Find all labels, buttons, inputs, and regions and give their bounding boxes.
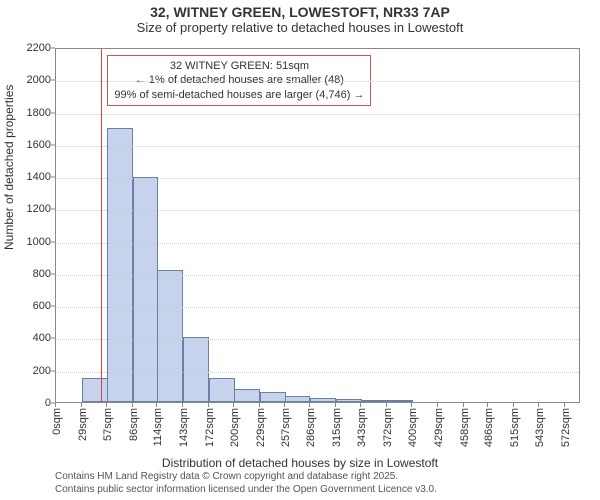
x-tick: 143sqm xyxy=(178,408,190,447)
y-tick: 2000 xyxy=(15,74,51,86)
histogram-bar xyxy=(183,337,209,402)
x-tick: 114sqm xyxy=(152,408,164,446)
y-tick: 400 xyxy=(15,332,51,344)
histogram-bar xyxy=(107,128,133,402)
x-tick: 458sqm xyxy=(459,408,471,447)
x-tick: 172sqm xyxy=(204,408,216,447)
y-tick: 1000 xyxy=(15,236,51,248)
footer: Contains HM Land Registry data © Crown c… xyxy=(55,471,437,496)
title-line2: Size of property relative to detached ho… xyxy=(0,20,600,35)
annotation-line: 32 WITNEY GREEN: 51sqm xyxy=(114,59,364,73)
x-tick: 0sqm xyxy=(51,408,63,435)
x-tick: 29sqm xyxy=(77,408,89,441)
y-axis-label: Number of detached properties xyxy=(2,85,16,250)
x-tick: 400sqm xyxy=(407,408,419,447)
histogram-bar xyxy=(82,378,108,402)
annotation-line: 99% of semi-detached houses are larger (… xyxy=(114,88,364,102)
x-tick: 486sqm xyxy=(483,408,495,447)
x-tick: 286sqm xyxy=(305,408,317,447)
x-tick: 86sqm xyxy=(128,408,140,441)
histogram-bar xyxy=(387,400,413,402)
histogram-bar xyxy=(361,400,387,402)
x-tick: 515sqm xyxy=(509,408,521,447)
histogram-bar xyxy=(157,270,183,402)
footer-line1: Contains HM Land Registry data © Crown c… xyxy=(55,471,437,484)
y-tick: 2200 xyxy=(15,42,51,54)
y-tick: 1200 xyxy=(15,203,51,215)
footer-line2: Contains public sector information licen… xyxy=(55,484,437,497)
histogram-bar xyxy=(336,399,362,402)
histogram-bar xyxy=(234,389,260,402)
histogram-bar xyxy=(285,396,311,402)
x-tick: 315sqm xyxy=(331,408,343,447)
histogram-bar xyxy=(260,392,286,402)
x-tick: 343sqm xyxy=(356,408,368,447)
plot-box: 32 WITNEY GREEN: 51sqm← 1% of detached h… xyxy=(55,48,580,403)
y-tick: 200 xyxy=(15,365,51,377)
x-tick: 257sqm xyxy=(280,408,292,447)
x-tick: 200sqm xyxy=(229,408,241,447)
y-tick: 1400 xyxy=(15,171,51,183)
chart-title: 32, WITNEY GREEN, LOWESTOFT, NR33 7AP Si… xyxy=(0,0,600,35)
histogram-bar xyxy=(209,378,235,402)
x-tick: 572sqm xyxy=(560,408,572,447)
y-tick: 1600 xyxy=(15,139,51,151)
x-axis-label: Distribution of detached houses by size … xyxy=(0,456,600,470)
y-tick: 1800 xyxy=(15,107,51,119)
x-tick: 57sqm xyxy=(102,408,114,441)
plot-area: 32 WITNEY GREEN: 51sqm← 1% of detached h… xyxy=(55,48,580,403)
y-tick: 600 xyxy=(15,300,51,312)
title-line1: 32, WITNEY GREEN, LOWESTOFT, NR33 7AP xyxy=(0,4,600,20)
histogram-bar xyxy=(310,398,336,402)
x-tick: 429sqm xyxy=(433,408,445,447)
marker-line xyxy=(101,49,102,402)
x-tick: 543sqm xyxy=(534,408,546,447)
x-tick: 229sqm xyxy=(255,408,267,447)
x-tick: 372sqm xyxy=(382,408,394,447)
y-tick: 800 xyxy=(15,268,51,280)
y-tick: 0 xyxy=(15,397,51,409)
